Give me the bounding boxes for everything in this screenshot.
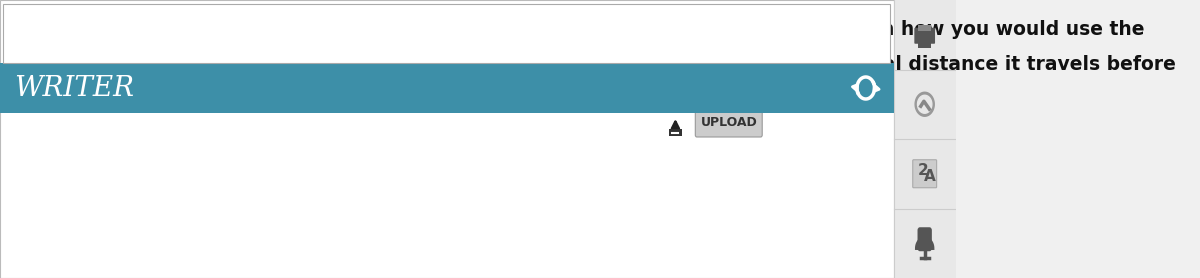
Polygon shape <box>916 92 935 116</box>
FancyBboxPatch shape <box>670 129 682 136</box>
FancyBboxPatch shape <box>695 107 762 137</box>
Text: reaching the ground. Answer in complete sentences.: reaching the ground. Answer in complete … <box>52 90 612 109</box>
FancyBboxPatch shape <box>914 28 935 44</box>
FancyBboxPatch shape <box>913 160 937 188</box>
FancyBboxPatch shape <box>918 25 931 31</box>
Text: WRITER: WRITER <box>14 75 134 101</box>
Text: function to determine the greatest height the rocket reaches and the horizontal : function to determine the greatest heigh… <box>52 55 1176 74</box>
FancyBboxPatch shape <box>0 0 894 278</box>
FancyBboxPatch shape <box>0 63 894 113</box>
Text: 2: 2 <box>918 163 929 178</box>
FancyBboxPatch shape <box>4 4 890 63</box>
FancyBboxPatch shape <box>918 40 931 48</box>
FancyBboxPatch shape <box>894 0 955 278</box>
Text: UPLOAD: UPLOAD <box>701 115 757 128</box>
Text: A: A <box>924 169 935 184</box>
Polygon shape <box>918 95 932 113</box>
FancyBboxPatch shape <box>918 227 932 251</box>
Text: The path of a launched missile can be modeled by a quadratic function. Explain h: The path of a launched missile can be mo… <box>52 20 1145 39</box>
